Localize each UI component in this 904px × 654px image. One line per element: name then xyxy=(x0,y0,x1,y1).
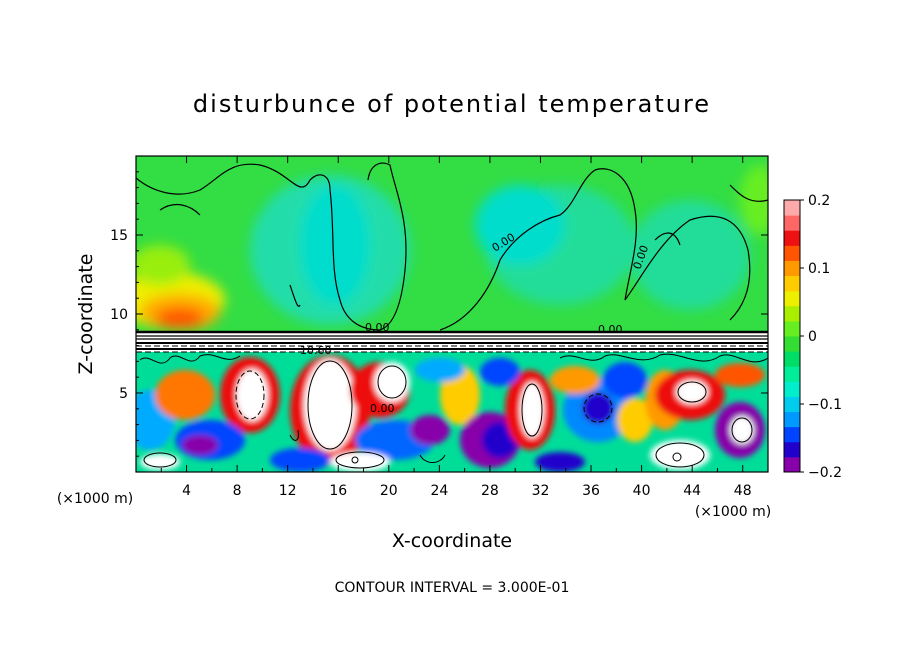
chart-title: disturbunce of potential temperature xyxy=(193,90,711,118)
field-upper-structure xyxy=(136,165,768,330)
colorbar-swatch xyxy=(784,351,800,367)
x-axis: 4 8 12 16 20 24 28 32 36 40 44 48 xyxy=(160,156,752,499)
y-tick-label: 5 xyxy=(119,386,128,402)
svg-text:0.00: 0.00 xyxy=(598,323,623,336)
x-tick-label: 16 xyxy=(329,483,347,499)
contours-inversion xyxy=(136,330,768,364)
colorbar: 0.2 0.1 0 −0.1 −0.2 xyxy=(783,193,842,481)
colorbar-swatch xyxy=(784,336,800,352)
colorbar-swatch xyxy=(784,320,800,337)
colorbar-swatch xyxy=(784,441,800,458)
colorbar-label: 0 xyxy=(808,329,817,345)
x-tick-label: 28 xyxy=(481,483,499,499)
contour-interval-note: CONTOUR INTERVAL = 3.000E-01 xyxy=(335,580,570,596)
colorbar-swatch xyxy=(784,260,800,277)
x-axis-label: X-coordinate xyxy=(392,530,512,552)
colorbar-swatch xyxy=(784,275,800,292)
colorbar-swatch xyxy=(784,381,800,397)
x-tick-label: 44 xyxy=(683,483,701,499)
x-tick-label: 24 xyxy=(430,483,448,499)
colorbar-swatch xyxy=(784,215,800,231)
plot-area: 0.00 0.00 0.00 0.00 10.60 0.00 xyxy=(136,156,768,472)
x-tick-label: 20 xyxy=(380,483,398,499)
colorbar-swatch xyxy=(784,426,800,443)
x-tick-label: 12 xyxy=(279,483,297,499)
colorbar-label: −0.2 xyxy=(808,465,842,481)
colorbar-swatch xyxy=(784,396,800,413)
x-tick-label: 40 xyxy=(633,483,651,499)
x-tick-label: 4 xyxy=(182,483,191,499)
y-axis-label: Z-coordinate xyxy=(75,254,97,375)
colorbar-swatch xyxy=(784,456,800,473)
colorbar-swatch xyxy=(784,290,800,307)
colorbar-label: 0.1 xyxy=(808,261,830,277)
y-axis: 5 10 15 xyxy=(110,171,768,457)
field-lower-structure xyxy=(136,355,765,472)
contours-upper xyxy=(136,162,768,331)
colorbar-label: −0.1 xyxy=(808,397,842,413)
colorbar-swatch xyxy=(784,230,800,246)
colorbar-swatch xyxy=(784,411,800,428)
contours-lower xyxy=(143,360,753,469)
colorbar-swatch xyxy=(784,305,800,322)
colorbar-swatch xyxy=(784,366,800,382)
x-tick-label: 8 xyxy=(233,483,242,499)
x-axis-unit: (×1000 m) xyxy=(695,504,771,520)
y-tick-label: 15 xyxy=(110,228,128,244)
y-tick-label: 10 xyxy=(110,307,128,323)
colorbar-swatch xyxy=(784,245,800,261)
y-axis-unit: (×1000 m) xyxy=(57,491,133,507)
svg-text:0.00: 0.00 xyxy=(370,402,395,415)
x-tick-label: 48 xyxy=(734,483,752,499)
colorbar-swatch xyxy=(784,200,800,216)
colorbar-label: 0.2 xyxy=(808,193,830,209)
svg-text:10.60: 10.60 xyxy=(300,344,332,357)
x-tick-label: 36 xyxy=(582,483,600,499)
x-tick-label: 32 xyxy=(532,483,550,499)
